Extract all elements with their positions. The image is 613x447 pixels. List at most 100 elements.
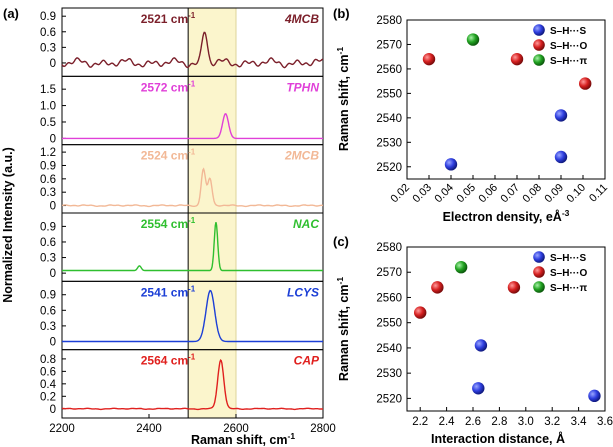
x-tick-label: 0.06 <box>476 182 500 206</box>
y-tick-label: 0.6 <box>40 237 56 249</box>
peak-label-CAP: 2564 cm-1 <box>141 353 196 368</box>
x-tick-label: 3.4 <box>571 416 588 428</box>
panel-b: (b) 2520 2530 2540 2550 2560 2570 2580 0.020.03… <box>333 6 610 224</box>
point-s-h-pi <box>454 260 468 274</box>
y-tick-label: 0.4 <box>40 379 57 391</box>
y-tick-label: 2580 <box>376 242 402 254</box>
panel-b-label: (b) <box>333 6 350 21</box>
spectrum-panel-TPHN: 1.5 1.0 0.5 0 2572 cm-1 TPHN <box>40 75 324 145</box>
point-s-h-o <box>579 77 592 90</box>
point-s-h-s <box>588 389 601 403</box>
y-tick-label: 2520 <box>376 162 402 174</box>
x-tick-label: 2.8 <box>491 416 507 428</box>
y-tick-label: 0.5 <box>40 117 56 129</box>
x-tick-label: 3.0 <box>518 416 534 428</box>
peak-label-TPHN: 2572 cm-1 <box>141 79 196 94</box>
panel-b-frame <box>406 19 606 180</box>
spectrum-panel-CAP: 0.80.60.40.20 2564 cm-1 CAP <box>40 349 324 419</box>
spectrum-line-TPHN <box>62 112 323 140</box>
legend-marker-s-h-pi <box>533 54 545 66</box>
y-tick-label: 0.3 <box>40 42 56 54</box>
y-tick-label: 0.9 <box>40 11 56 23</box>
panel-a-label: (a) <box>3 6 19 21</box>
sample-name-NAC: NAC <box>293 217 319 231</box>
legend-marker-s-h-s <box>533 24 545 36</box>
legend-label: S–H···π <box>550 283 587 294</box>
spectrum-line-4MCB <box>61 31 324 69</box>
panel-c-label: (c) <box>333 234 349 249</box>
panel-b-ylabel: Raman shift, cm-1 <box>335 47 351 151</box>
x-tick-label: 2.6 <box>465 416 481 428</box>
y-tick-label: 0 <box>50 201 56 213</box>
y-tick-label: 2540 <box>376 113 402 125</box>
y-tick-label: 2550 <box>376 88 402 100</box>
x-tick-label: 2800 <box>310 423 336 435</box>
y-tick-label: 0.6 <box>40 27 56 39</box>
panel-a-xlabel: Raman shift, cm-1 <box>191 431 295 447</box>
x-tick-label: 0.03 <box>410 182 434 206</box>
y-tick-label: 2520 <box>376 393 402 405</box>
legend-label: S–H···S <box>550 253 586 264</box>
y-tick-label: 2550 <box>376 318 402 330</box>
point-s-h-o <box>414 306 427 319</box>
x-tick-label: 2.2 <box>412 416 428 428</box>
x-tick-label: 0.07 <box>498 182 522 206</box>
spectrum-panel-2MCB: 1.20.9 0.60.3 0 2524 cm-1 2MCB <box>40 144 324 214</box>
spectrum-line-NAC <box>62 222 323 272</box>
y-tick-label: 0.9 <box>40 160 56 172</box>
x-tick-label: 0.04 <box>432 182 456 206</box>
sample-name-TPHN: TPHN <box>286 80 319 94</box>
y-tick-label: 0 <box>50 336 56 348</box>
y-tick-label: 0 <box>50 133 56 145</box>
peak-label-2MCB: 2524 cm-1 <box>141 148 196 163</box>
y-tick-label: 0.3 <box>40 187 56 199</box>
y-tick-label: 0.3 <box>40 253 56 265</box>
x-tick-label: 0.05 <box>454 182 478 206</box>
y-tick-label: 0.9 <box>40 221 56 233</box>
x-tick-label: 0.09 <box>542 182 566 206</box>
sample-name-4MCB: 4MCB <box>284 12 319 26</box>
y-tick-label: 2570 <box>376 267 402 279</box>
point-s-h-o <box>431 281 444 294</box>
y-tick-label: 2560 <box>376 64 402 76</box>
x-tick-label: 3.6 <box>597 416 613 428</box>
y-tick-label: 2530 <box>376 137 402 149</box>
point-s-h-s <box>474 339 488 352</box>
y-tick-label: 0 <box>50 404 56 416</box>
sample-name-CAP: CAP <box>294 354 320 368</box>
panel-c-ylabel: Raman shift, cm-1 <box>335 277 351 381</box>
y-tick-label: 0.9 <box>40 290 56 302</box>
x-tick-label: 0.11 <box>587 182 610 205</box>
point-s-h-s <box>444 158 458 171</box>
x-tick-label: 2600 <box>223 423 249 435</box>
x-tick-label: 0.02 <box>388 182 412 206</box>
panel-c-xlabel: Interaction distance, Å <box>431 431 565 446</box>
spectrum-line-2MCB <box>61 167 324 208</box>
x-tick-label: 0.08 <box>520 182 544 206</box>
point-s-h-s <box>472 382 485 395</box>
spectrum-panel-LCYS: 0.9 0.6 0.3 0 2541 cm-1 LCYS <box>40 280 324 351</box>
x-tick-label: 3.2 <box>544 416 560 428</box>
spectrum-line-CAP <box>62 359 324 411</box>
panel-c-frame <box>406 246 606 412</box>
point-s-h-o <box>510 52 524 66</box>
y-tick-label: 0.3 <box>40 321 56 333</box>
sample-name-2MCB: 2MCB <box>284 149 319 163</box>
legend-label: S–H···O <box>550 41 587 52</box>
y-tick-label: 1.0 <box>40 101 56 113</box>
peak-label-NAC: 2554 cm-1 <box>141 216 196 231</box>
peak-label-4MCB: 2521 cm-1 <box>141 11 196 26</box>
point-s-h-s <box>554 150 568 164</box>
y-tick-label: 2570 <box>376 39 402 51</box>
legend-marker-s-h-o <box>533 39 545 51</box>
spectrum-panel-4MCB: 0.9 0.6 0.3 0 2521 cm-1 4MCB <box>40 7 324 77</box>
panel-c: (c) 2520 2530 2540 2550 2560 2570 2580 2.2 2.4 2.… <box>333 234 613 446</box>
legend-label: S–H···S <box>550 26 586 37</box>
legend-marker-s-h-o <box>533 266 545 278</box>
sample-name-LCYS: LCYS <box>287 285 319 299</box>
y-tick-label: 0.6 <box>40 174 56 186</box>
y-tick-label: 0 <box>50 58 56 70</box>
point-s-h-pi <box>466 33 480 46</box>
point-s-h-s <box>554 109 568 122</box>
